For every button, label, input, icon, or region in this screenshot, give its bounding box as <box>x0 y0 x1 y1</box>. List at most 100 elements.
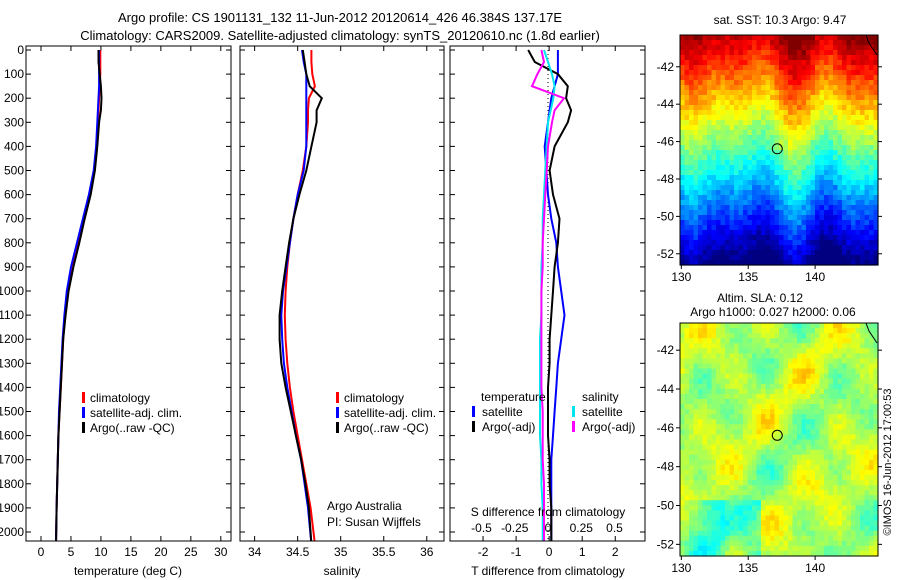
map-cell <box>851 240 857 246</box>
map-cell <box>833 185 839 191</box>
map-cell <box>842 110 848 116</box>
map-cell <box>833 145 839 151</box>
map-cell <box>788 439 794 446</box>
map-cell <box>689 409 695 415</box>
map-cell <box>788 185 794 191</box>
map-cell <box>698 373 704 380</box>
legend-swatch <box>82 422 85 433</box>
map-cell <box>707 363 713 370</box>
map-cell <box>729 383 735 390</box>
map-cell <box>824 225 830 231</box>
map-cell <box>720 545 726 552</box>
map-cell <box>756 240 762 246</box>
map-cell <box>824 530 830 537</box>
map-cell <box>837 200 843 206</box>
map-cell <box>761 185 767 191</box>
map-cell <box>815 540 821 547</box>
map-cell <box>761 404 767 410</box>
map-cell <box>869 155 875 161</box>
map-cell <box>774 454 780 461</box>
map-cell <box>711 150 717 156</box>
map-cell <box>756 424 762 430</box>
map-cell <box>869 80 875 86</box>
map-cell <box>698 185 704 191</box>
map-cell <box>869 40 875 46</box>
map-cell <box>873 95 879 101</box>
map-cell <box>734 35 740 41</box>
map-cell <box>774 200 780 206</box>
map-cell <box>684 150 690 156</box>
map-cell <box>770 363 776 370</box>
map-cell <box>810 419 816 425</box>
map-cell <box>864 404 870 410</box>
map-cell <box>828 150 834 156</box>
map-cell <box>873 358 879 365</box>
map-cell <box>788 165 794 171</box>
map-cell <box>743 75 749 81</box>
map-cell <box>684 535 690 542</box>
map-cell <box>864 250 870 256</box>
map-cell <box>729 429 735 436</box>
map-cell <box>779 35 785 41</box>
map-cell <box>734 510 740 517</box>
map-cell <box>720 550 726 557</box>
map-cell <box>693 500 699 506</box>
map-cell <box>842 220 848 226</box>
map-cell <box>684 540 690 547</box>
map-cell <box>689 449 695 456</box>
map-cell <box>810 525 816 532</box>
map-cell <box>743 230 749 236</box>
map-cell <box>770 115 776 121</box>
map-cell <box>770 419 776 425</box>
x-tick-label: -2 <box>478 545 489 559</box>
map-cell <box>833 373 839 380</box>
map-cell <box>779 235 785 241</box>
map-cell <box>824 383 830 390</box>
map-cell <box>806 65 812 71</box>
map-cell <box>819 160 825 166</box>
map-cell <box>725 210 731 216</box>
map-cell <box>783 388 789 395</box>
map-cell <box>711 35 717 41</box>
depth-tick-label: 1000 <box>0 284 24 298</box>
map-cell <box>693 260 699 266</box>
map-cell <box>797 520 803 527</box>
map-cell <box>738 55 744 61</box>
map-cell <box>707 80 713 86</box>
map-cell <box>707 205 713 211</box>
map-cell <box>711 343 717 349</box>
map-cell <box>792 240 798 246</box>
map-cell <box>684 419 690 425</box>
map-cell <box>860 363 866 370</box>
map-cell <box>698 545 704 552</box>
map-cell <box>846 110 852 116</box>
map-cell <box>851 200 857 206</box>
map-cell <box>842 540 848 547</box>
map-cell <box>855 250 861 256</box>
map-cell <box>684 495 690 501</box>
map-cell <box>851 429 857 436</box>
x-tick-label: 25 <box>184 545 198 559</box>
map-cell <box>774 464 780 471</box>
map-cell <box>770 429 776 436</box>
map-cell <box>851 180 857 186</box>
map-cell <box>855 363 861 370</box>
map-cell <box>788 175 794 181</box>
map-cell <box>873 323 879 329</box>
map-cell <box>684 195 690 201</box>
map-cell <box>860 235 866 241</box>
map-cell <box>698 175 704 181</box>
depth-tick-label: 1400 <box>0 380 24 394</box>
map-cell <box>716 50 722 56</box>
map-cell <box>689 60 695 66</box>
map-cell <box>765 515 771 522</box>
map-cell <box>783 323 789 329</box>
map-cell <box>837 485 843 491</box>
map-cell <box>689 495 695 501</box>
map-cell <box>684 210 690 216</box>
map-cell <box>873 155 879 161</box>
map-cell <box>869 190 875 196</box>
map-cell <box>797 180 803 186</box>
map-cell <box>702 505 708 512</box>
map-cell <box>684 110 690 116</box>
